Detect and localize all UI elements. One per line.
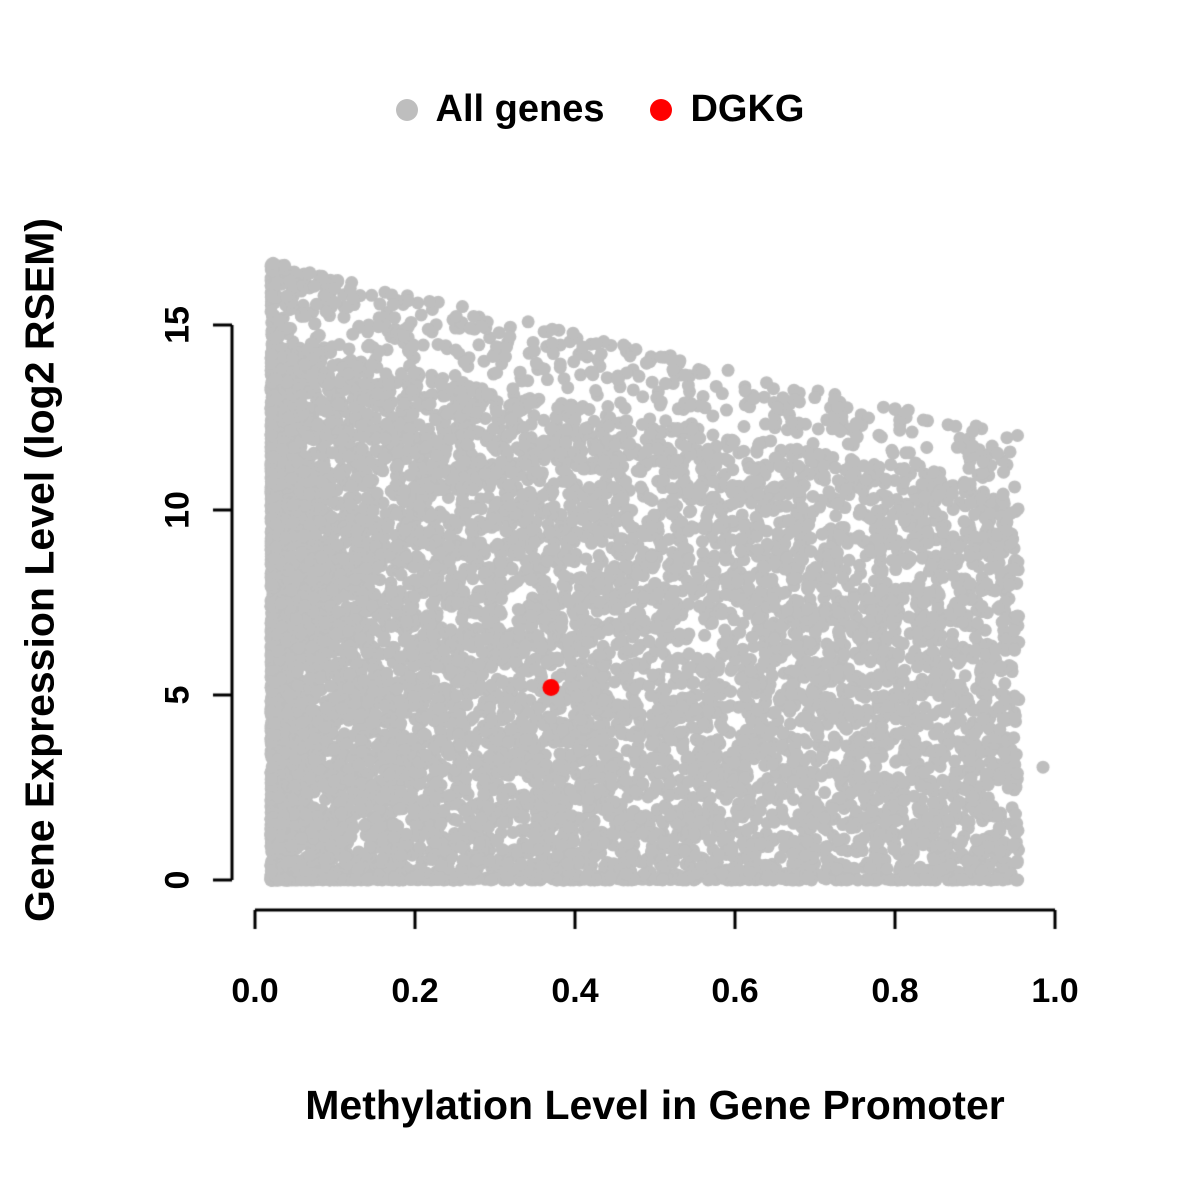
y-axis-title: Gene Expression Level (log2 RSEM) <box>16 217 63 923</box>
x-tick-label-1.0: 1.0 <box>1031 972 1079 1010</box>
x-tick-label-0.0: 0.0 <box>231 972 279 1010</box>
y-tick-label-5: 5 <box>158 685 197 705</box>
x-tick-label-0.8: 0.8 <box>871 972 919 1010</box>
x-tick-label-0.2: 0.2 <box>391 972 439 1010</box>
y-tick-label-0: 0 <box>158 870 197 890</box>
y-tick-label-10: 10 <box>158 491 197 529</box>
y-tick-label-15: 15 <box>158 306 197 344</box>
x-axis-title: Methylation Level in Gene Promoter <box>305 1082 1005 1128</box>
x-tick-label-0.6: 0.6 <box>711 972 759 1010</box>
x-tick-label-0.4: 0.4 <box>551 972 599 1010</box>
